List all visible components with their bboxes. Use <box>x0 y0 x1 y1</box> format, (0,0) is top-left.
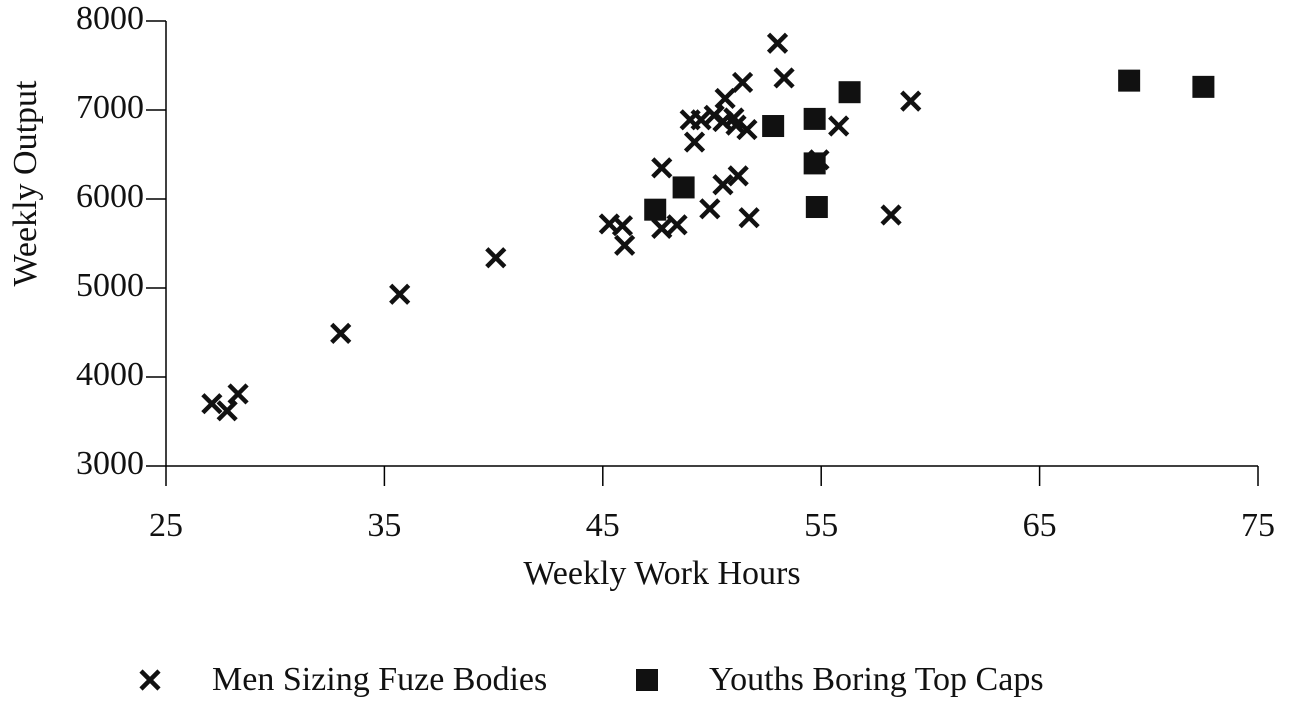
y-tick-label: 6000 <box>76 178 144 215</box>
x-axis-label: Weekly Work Hours <box>523 555 800 592</box>
square-marker <box>672 176 695 199</box>
x-marker <box>766 32 789 54</box>
x-tick-label: 35 <box>367 507 401 544</box>
x-marker <box>880 204 902 226</box>
legend-label: Youths Boring Top Caps <box>709 661 1044 698</box>
y-tick-label: 7000 <box>76 89 144 126</box>
square-marker <box>805 196 828 219</box>
x-marker <box>651 217 673 239</box>
square-marker <box>838 81 861 104</box>
square-marker <box>803 107 826 130</box>
x-marker <box>736 118 758 141</box>
x-marker <box>330 322 352 344</box>
x-marker <box>216 400 238 422</box>
x-marker <box>485 247 507 269</box>
square-marker <box>636 669 658 691</box>
x-marker <box>690 109 712 131</box>
x-tick-label: 45 <box>586 507 620 544</box>
x-marker <box>666 214 688 236</box>
square-marker <box>1118 69 1141 92</box>
x-marker <box>900 90 922 112</box>
x-marker <box>714 87 736 110</box>
x-marker <box>683 131 706 153</box>
x-marker <box>699 198 721 220</box>
x-tick-label: 65 <box>1023 507 1057 544</box>
x-tick-label: 75 <box>1241 507 1275 544</box>
square-marker <box>1192 75 1215 98</box>
x-marker <box>201 393 223 415</box>
x-marker <box>227 383 249 405</box>
x-tick-label: 55 <box>804 507 838 544</box>
square-marker <box>644 198 667 221</box>
x-tick-label: 25 <box>149 507 183 544</box>
square-marker <box>803 152 826 175</box>
x-marker <box>139 669 161 691</box>
x-marker <box>828 115 850 137</box>
x-marker <box>611 215 634 237</box>
y-tick-label: 8000 <box>76 0 144 37</box>
x-marker <box>614 234 636 256</box>
y-tick-label: 5000 <box>76 267 144 304</box>
x-marker <box>725 114 747 136</box>
square-marker <box>762 115 785 138</box>
x-marker <box>712 174 734 196</box>
y-tick-label: 3000 <box>76 445 144 482</box>
x-marker <box>773 67 795 89</box>
x-marker <box>727 165 749 187</box>
x-marker <box>651 157 673 179</box>
legend-label: Men Sizing Fuze Bodies <box>212 661 547 698</box>
x-marker <box>738 207 760 229</box>
y-tick-label: 4000 <box>76 356 144 393</box>
x-marker <box>731 71 754 94</box>
x-marker <box>389 283 411 305</box>
y-axis-label: Weekly Output <box>7 80 44 286</box>
